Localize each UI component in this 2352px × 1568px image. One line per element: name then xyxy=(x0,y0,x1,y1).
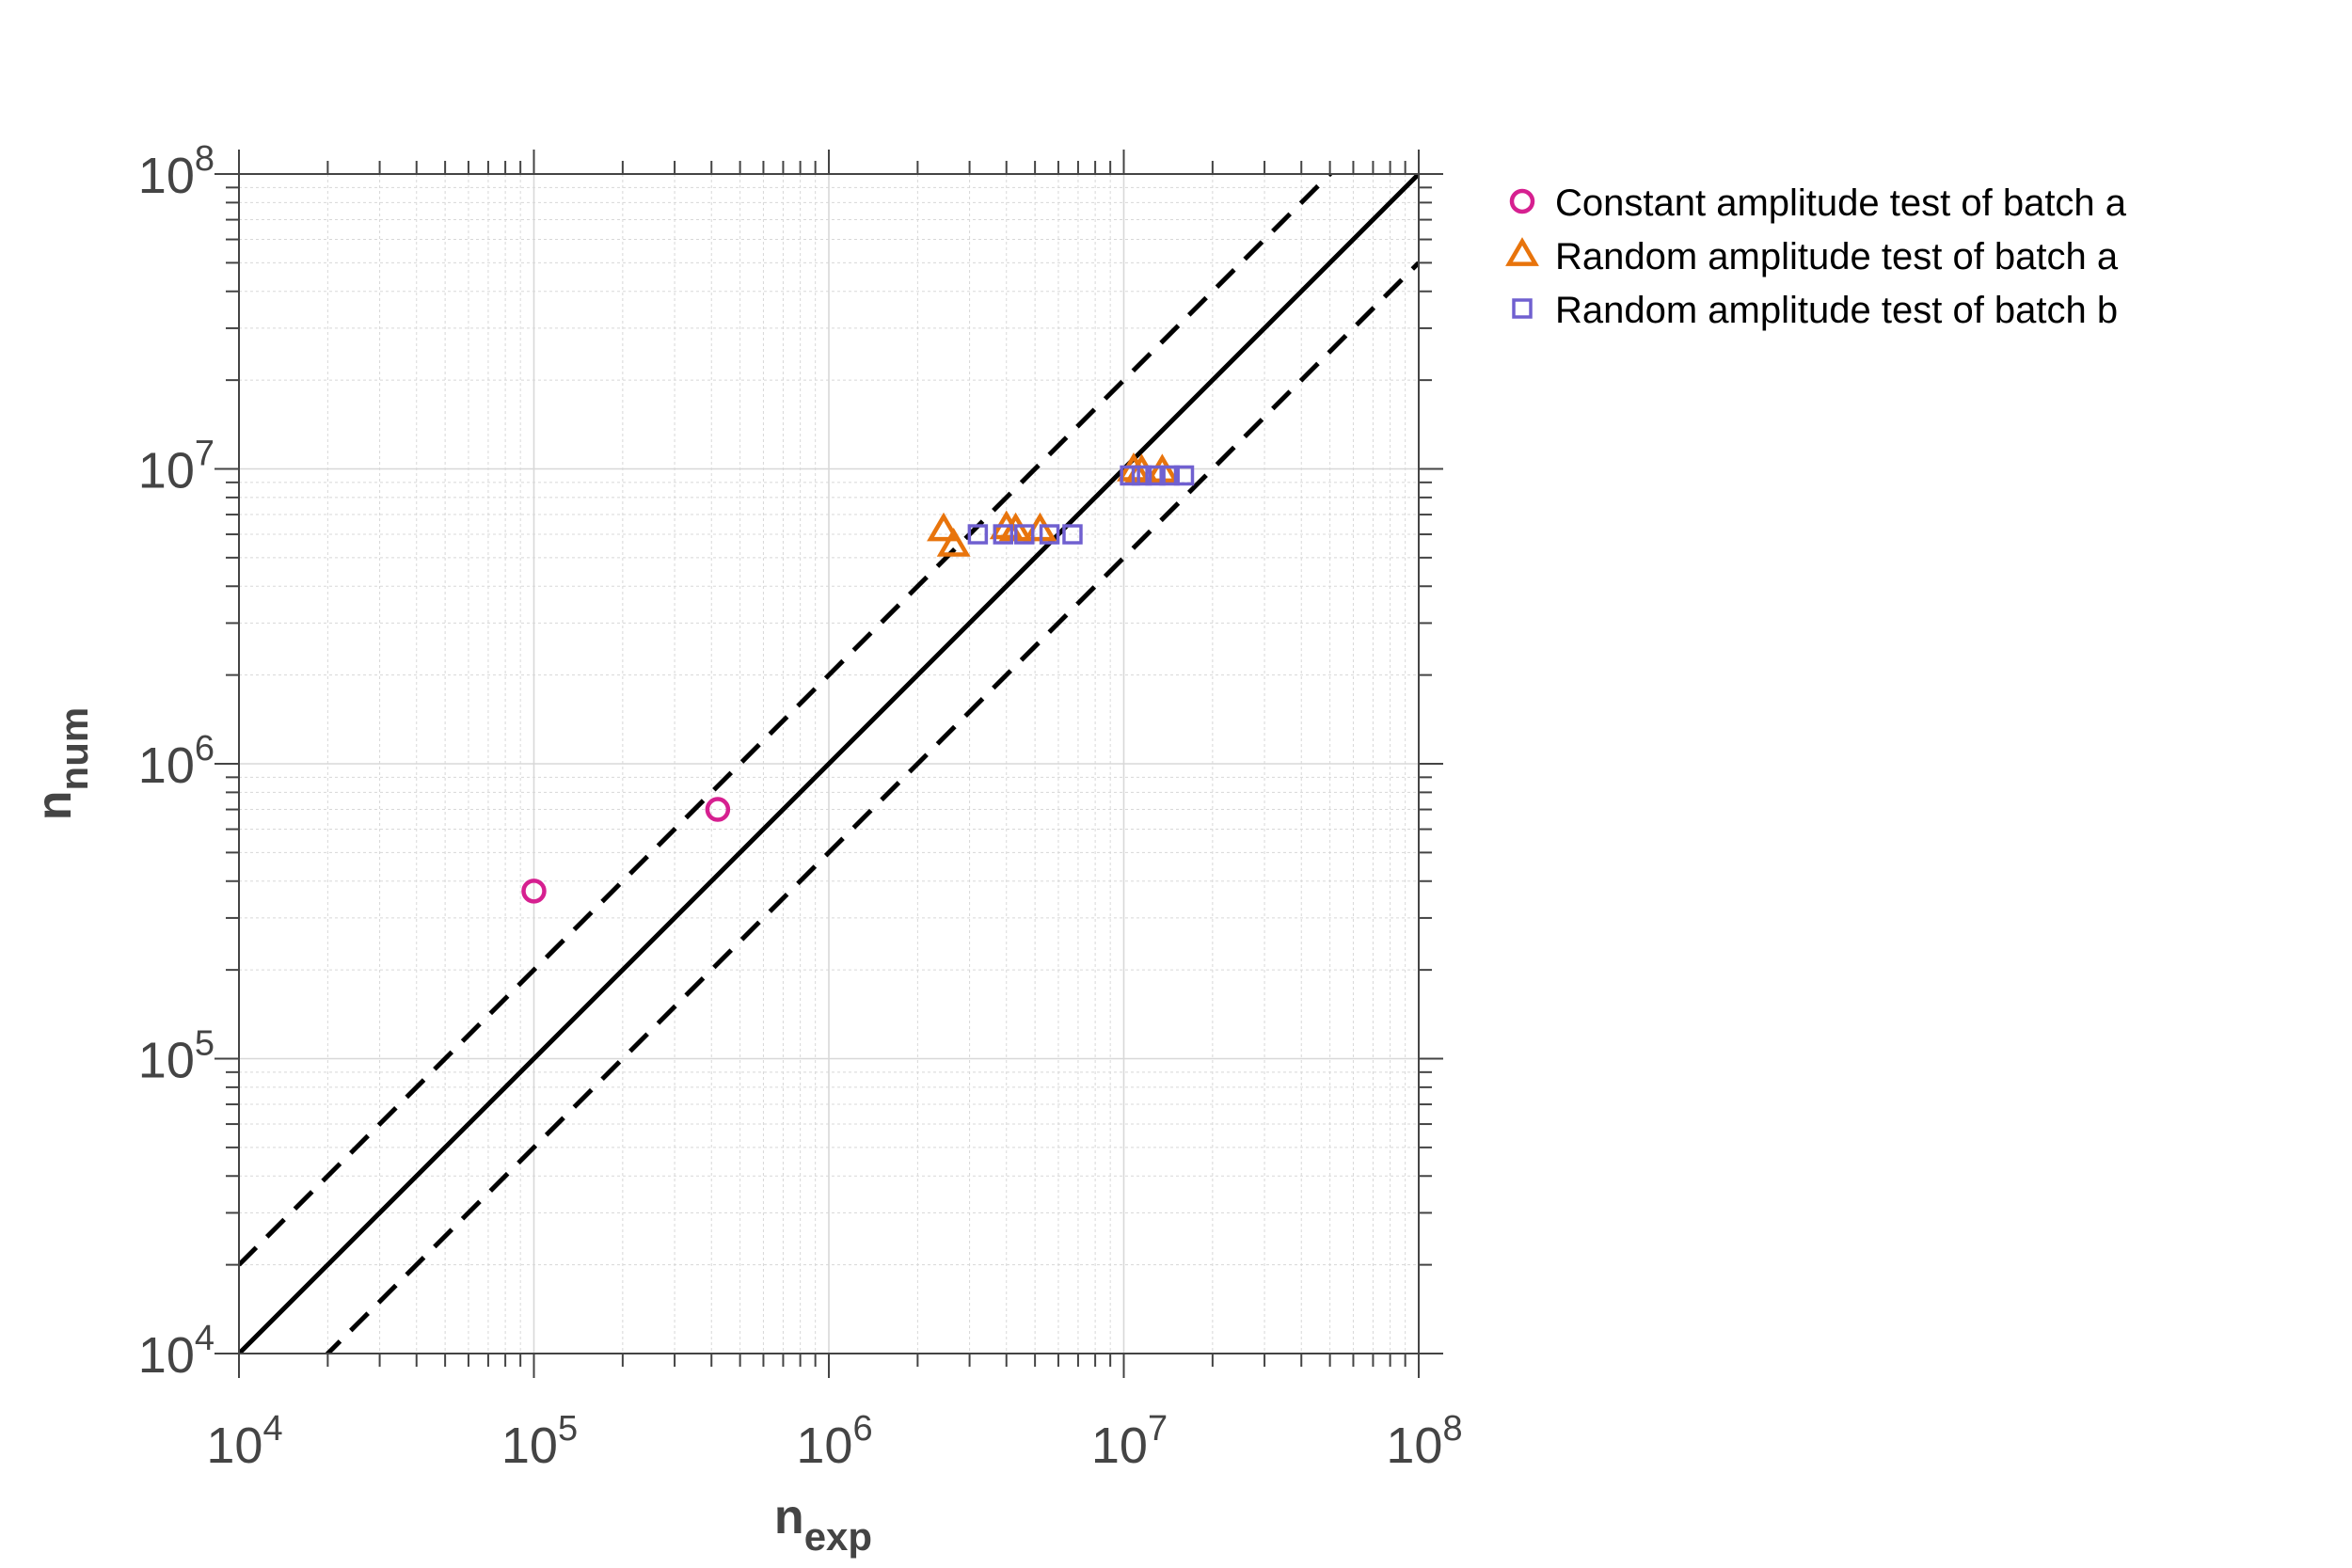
reference-lines xyxy=(239,174,1419,1354)
square-point xyxy=(1131,465,1152,486)
factor-line xyxy=(324,261,1419,1354)
x-tick-label: 105 xyxy=(501,1409,578,1474)
legend-label: Random amplitude test of batch b xyxy=(1555,290,2118,331)
x-tick-labels: 104 105 106 107 108 xyxy=(206,1409,1462,1474)
legend: Constant amplitude test of batch a Random… xyxy=(1505,182,2127,331)
circle-point xyxy=(705,797,731,822)
legend-label: Constant amplitude test of batch a xyxy=(1555,182,2127,224)
y-axis-label: nnum xyxy=(27,707,96,820)
square-point xyxy=(1159,465,1180,486)
triangle-point xyxy=(927,512,961,542)
y-tick-label: 107 xyxy=(138,435,215,499)
square-point xyxy=(1173,465,1195,486)
square-point xyxy=(993,524,1014,545)
square-point xyxy=(1014,524,1035,545)
y-tick-labels: 104 105 106 107 108 xyxy=(138,139,215,1384)
legend-square-marker xyxy=(1512,298,1533,319)
circle-point xyxy=(521,879,547,904)
y-tick-label: 104 xyxy=(138,1319,215,1384)
y-tick-label: 105 xyxy=(138,1024,215,1089)
identity-line xyxy=(239,174,1419,1354)
legend-label: Random amplitude test of batch a xyxy=(1555,236,2119,277)
square-point xyxy=(1039,524,1060,545)
data-points xyxy=(521,452,1195,904)
legend-triangle-marker xyxy=(1505,237,1539,266)
square-point xyxy=(1145,465,1166,486)
x-tick-label: 107 xyxy=(1091,1409,1168,1474)
square-point xyxy=(967,524,989,545)
legend-circle-marker xyxy=(1509,188,1535,214)
x-tick-label: 106 xyxy=(796,1409,872,1474)
grid xyxy=(238,174,1419,1354)
y-tick-label: 106 xyxy=(138,729,215,794)
axes xyxy=(215,150,1443,1378)
x-tick-label: 108 xyxy=(1386,1409,1462,1474)
x-axis-label: nexp xyxy=(774,1490,872,1559)
y-tick-label: 108 xyxy=(138,139,215,204)
triangle-point xyxy=(936,528,971,557)
square-point xyxy=(1120,465,1140,486)
factor-line xyxy=(239,174,1334,1267)
square-point xyxy=(1062,524,1083,545)
x-tick-label: 104 xyxy=(206,1409,282,1474)
